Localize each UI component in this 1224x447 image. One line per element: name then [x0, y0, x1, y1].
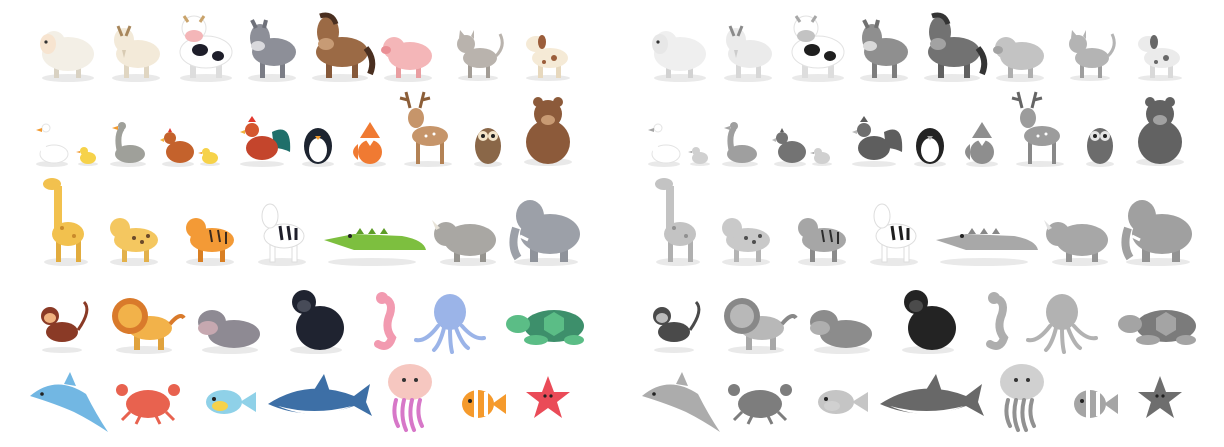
deer-gray [1011, 91, 1064, 167]
horse-gray [924, 12, 988, 82]
gosling-gray [688, 147, 710, 166]
elephant-color [509, 200, 580, 266]
turtle-color [506, 310, 584, 345]
grayscale-animal-panel [612, 0, 1224, 443]
crocodile-gray [936, 228, 1038, 266]
clownfish-color [462, 390, 506, 418]
pig-gray [993, 37, 1044, 82]
grayscale-animals-svg [642, 12, 1196, 432]
goose-2-color [110, 122, 146, 167]
elephant-gray [1121, 200, 1192, 266]
bear-color [524, 97, 572, 166]
zebra-gray [870, 203, 918, 266]
starfish-gray [1138, 376, 1182, 418]
goose-gray [648, 123, 681, 167]
seahorse-color [374, 292, 397, 350]
octopus-gray [1026, 294, 1098, 354]
lion-gray [724, 298, 798, 354]
fox-color [353, 122, 386, 167]
hippo-color [198, 310, 260, 354]
dog-color [526, 35, 570, 81]
goat-color [112, 25, 160, 82]
chick-color [198, 148, 220, 166]
cow-color [179, 15, 233, 82]
giraffe-gray [655, 178, 700, 266]
starfish-color [526, 376, 570, 418]
deer-color [399, 91, 452, 167]
color-animals-svg [30, 12, 584, 432]
cow-gray [791, 15, 845, 82]
jellyfish-color [388, 364, 432, 432]
seahorse-gray [986, 292, 1009, 350]
tiger-color [186, 218, 234, 266]
dolphin-gray [642, 372, 720, 432]
hen-color [160, 128, 194, 167]
cat-color [457, 30, 504, 81]
fox-gray [965, 122, 998, 167]
clownfish-gray [1074, 390, 1118, 418]
lion-color [112, 298, 186, 354]
giraffe-color [43, 178, 88, 266]
goose-color [36, 123, 69, 167]
crab-color [116, 384, 180, 425]
chick-gray [810, 148, 832, 166]
fish-color [206, 390, 256, 414]
fish-gray [818, 390, 868, 414]
gorilla-gray [902, 290, 956, 354]
monkey-gray [653, 300, 701, 353]
dolphin-color [30, 372, 108, 432]
crocodile-color [324, 228, 426, 266]
goat-gray [724, 25, 772, 82]
donkey-color [248, 19, 296, 82]
horse-color [312, 12, 376, 82]
pig-color [381, 37, 432, 82]
rooster-color [240, 116, 291, 167]
octopus-color [414, 294, 486, 354]
shark-color [268, 374, 372, 416]
leopard-color [110, 218, 158, 266]
owl-gray [1086, 128, 1114, 167]
sheep-color [40, 31, 94, 82]
zebra-color [258, 203, 306, 266]
turtle-gray [1118, 310, 1196, 345]
hen-gray [772, 128, 806, 167]
gosling-color [76, 147, 98, 166]
rhino-gray [1044, 220, 1108, 266]
gorilla-color [290, 290, 344, 354]
cat-gray [1069, 30, 1116, 81]
monkey-color [41, 300, 89, 353]
crab-gray [728, 384, 792, 425]
penguin-color [302, 128, 334, 167]
leopard-gray [722, 218, 770, 266]
rooster-gray [852, 116, 903, 167]
color-animal-panel [0, 0, 612, 443]
dog-gray [1138, 35, 1182, 81]
penguin-gray [914, 128, 946, 167]
goose-2-gray [722, 122, 758, 167]
hippo-gray [810, 310, 872, 354]
shark-gray [880, 374, 984, 416]
owl-color [474, 128, 502, 167]
jellyfish-gray [1000, 364, 1044, 432]
sheep-gray [652, 31, 706, 82]
rhino-color [432, 220, 496, 266]
tiger-gray [798, 218, 846, 266]
donkey-gray [860, 19, 908, 82]
bear-gray [1136, 97, 1184, 166]
